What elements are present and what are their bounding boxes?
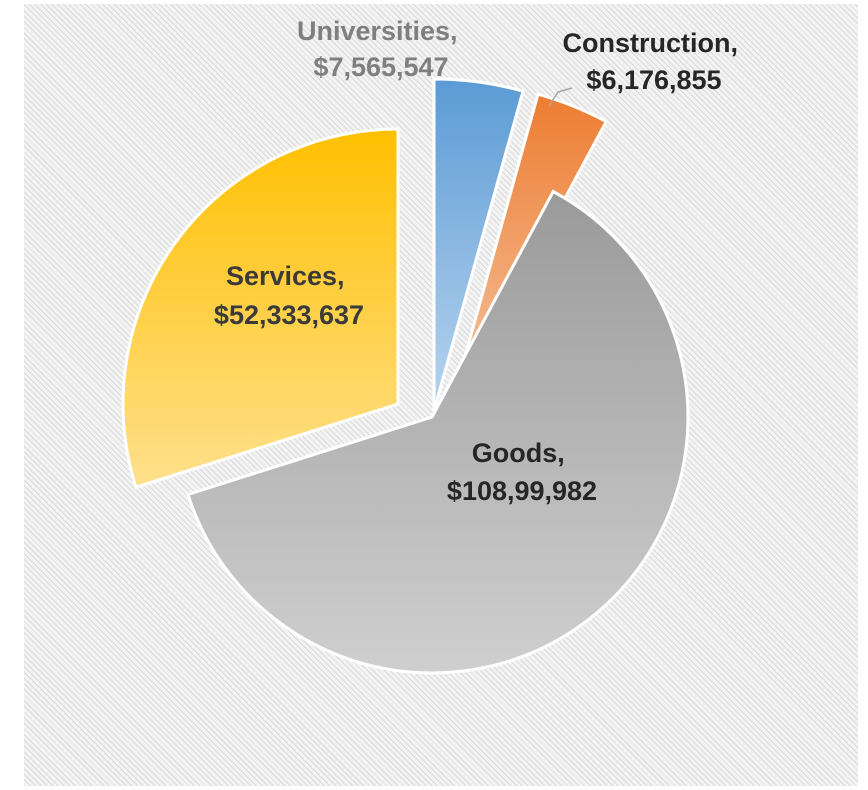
label-services-value: $52,333,637 [214,300,364,330]
pie-slice-services [121,127,400,490]
leader-line-construction [548,87,573,107]
label-universities-value: $7,565,547 [313,52,448,82]
label-services-name: Services, [226,261,345,291]
label-construction-value: $6,176,855 [586,65,721,95]
label-services: Services, $52,333,637 [214,261,364,330]
pie-slice-goods [186,189,690,675]
label-construction-name: Construction, [562,28,738,58]
label-construction: Construction, $6,176,855 [562,28,745,95]
pie-slice-universities [432,77,525,412]
label-goods-name: Goods, [472,438,565,468]
label-goods-value: $108,99,982 [447,476,597,506]
label-universities: Universities, $7,565,547 [297,16,465,82]
label-universities-name: Universities, [297,16,458,46]
label-goods: Goods, $108,99,982 [447,438,597,506]
pie-slices [121,77,690,675]
